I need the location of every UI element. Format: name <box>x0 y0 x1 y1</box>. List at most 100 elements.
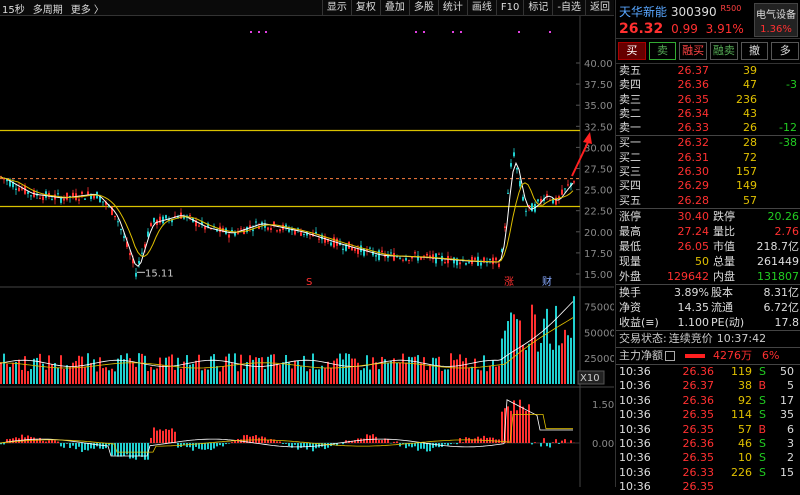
volume-bar <box>54 363 56 384</box>
bids-volume: 28 <box>743 136 757 150</box>
bid-book: 买一 26.32 28 -38 买二 26.31 72 买三 26.30 157 买四 26.29 14… <box>616 136 800 209</box>
volume-bar <box>315 369 317 384</box>
price-axis-label: 32.50 <box>584 122 613 133</box>
tick-row[interactable]: 10:36 26.35 10 S 2 <box>616 451 800 465</box>
candle-body <box>561 189 563 195</box>
trade-button-3[interactable]: 融卖 <box>710 42 738 60</box>
toolbar-button-8[interactable]: -自选 <box>552 0 585 15</box>
trade-button-4[interactable]: 撤 <box>740 42 769 60</box>
bids-row[interactable]: 买五 26.28 57 <box>616 194 800 208</box>
tick-volume: 119 <box>731 364 752 378</box>
tick-row[interactable]: 10:36 26.36 46 S 3 <box>616 437 800 451</box>
candle-body <box>249 225 251 228</box>
bids-row[interactable]: 买三 26.30 157 <box>616 165 800 179</box>
volume-bar <box>72 362 74 384</box>
asks-row[interactable]: 卖一 26.33 26 -12 <box>616 121 800 135</box>
candle-body <box>321 234 323 240</box>
sector-badge[interactable]: 电气设备 1.36% <box>754 3 798 37</box>
candle-body <box>171 219 173 223</box>
bids-row[interactable]: 买四 26.29 149 <box>616 179 800 193</box>
tick-direction: S <box>759 465 766 479</box>
candle-body <box>510 163 512 167</box>
netflow-value: 4276万 <box>713 348 752 362</box>
volume-bar <box>126 353 128 384</box>
volume-bar <box>429 365 431 384</box>
toolbar-button-7[interactable]: 标记 <box>523 0 552 15</box>
candle-body <box>66 192 68 200</box>
candle-body <box>198 225 200 227</box>
candle-body <box>396 256 398 258</box>
period-item-1[interactable]: 多周期 <box>32 5 63 16</box>
volume-bar <box>390 360 392 384</box>
candle-body <box>270 227 272 230</box>
toolbar-button-3[interactable]: 多股 <box>408 0 438 15</box>
candle-body <box>135 272 137 277</box>
toolbar-button-5[interactable]: 画线 <box>466 0 496 15</box>
trade-button-5[interactable]: 多 <box>771 42 800 60</box>
asks-row[interactable]: 卖二 26.34 43 <box>616 107 800 121</box>
candle-body <box>258 225 260 229</box>
volume-bar <box>45 369 47 384</box>
tick-count: 3 <box>787 436 794 450</box>
toolbar-button-1[interactable]: 复权 <box>350 0 380 15</box>
tick-row[interactable]: 10:36 26.35 57 B 6 <box>616 423 800 437</box>
asks-row[interactable]: 卖三 26.35 236 <box>616 93 800 107</box>
volume-bar <box>414 356 416 384</box>
volume-bar <box>546 308 548 384</box>
candle-body <box>285 224 287 227</box>
trade-button-2[interactable]: 融买 <box>679 42 708 60</box>
tick-row[interactable]: 10:36 26.35 <box>616 480 800 494</box>
trade-button-0[interactable]: 买 <box>618 42 646 60</box>
status-time: 10:37:42 <box>716 331 767 345</box>
candle-body <box>117 221 119 223</box>
bids-row[interactable]: 买一 26.32 28 -38 <box>616 136 800 150</box>
volume-bar <box>567 335 569 384</box>
volume-bar <box>30 369 32 384</box>
candle-body <box>501 249 503 253</box>
tick-row[interactable]: 10:36 26.37 38 B 5 <box>616 379 800 393</box>
candle-body <box>132 258 134 264</box>
tick-list[interactable]: 10:36 26.36 119 S 50 10:36 26.37 38 B 5 10:36 26.36… <box>616 365 800 495</box>
volume-bar <box>465 357 467 384</box>
volume-bar <box>378 369 380 384</box>
signal-dot <box>460 31 462 33</box>
tick-direction: B <box>758 379 766 393</box>
candle-body <box>246 226 248 233</box>
candle-body <box>399 257 401 259</box>
tick-row[interactable]: 10:36 26.33 226 S 15 <box>616 466 800 480</box>
asks-row[interactable]: 卖四 26.36 47 -3 <box>616 78 800 92</box>
candle-body <box>333 237 335 248</box>
toolbar-button-0[interactable]: 显示 <box>321 0 351 15</box>
bids-price: 26.30 <box>677 165 710 179</box>
volume-bar <box>420 363 422 384</box>
trade-button-1[interactable]: 卖 <box>648 42 677 60</box>
candle-body <box>3 178 5 180</box>
tick-volume: 114 <box>731 408 752 422</box>
tick-row[interactable]: 10:36 26.36 92 S 17 <box>616 394 800 408</box>
list-icon[interactable] <box>665 350 675 361</box>
stat-value: 129642 <box>667 269 709 283</box>
bids-row[interactable]: 买二 26.31 72 <box>616 151 800 165</box>
tick-row[interactable]: 10:36 26.35 114 S 35 <box>616 408 800 422</box>
tick-count: 15 <box>780 465 794 479</box>
period-item-0[interactable]: 15秒 <box>2 5 25 16</box>
toolbar-button-9[interactable]: 返回 <box>585 0 614 15</box>
tick-count: 5 <box>787 379 794 393</box>
volume-bar <box>165 357 167 384</box>
bids-change <box>757 165 797 179</box>
volume-bar <box>33 358 35 384</box>
annotation-arrow <box>571 137 591 177</box>
kline-chart[interactable]: 40.00 37.50 35.00 32.50 30.00 27.50 25.00 22.50… <box>0 16 614 487</box>
candle-body <box>105 201 107 205</box>
tick-row[interactable]: 10:36 26.36 119 S 50 <box>616 365 800 379</box>
period-item-2[interactable]: 更多 〉 <box>70 5 104 16</box>
volume-bar <box>171 354 173 384</box>
volume-bar <box>339 353 341 384</box>
toolbar-button-6[interactable]: F10 <box>495 0 523 15</box>
candle-body <box>168 218 170 221</box>
toolbar-button-4[interactable]: 统计 <box>437 0 467 15</box>
asks-row[interactable]: 卖五 26.37 39 <box>616 64 800 78</box>
candle-body <box>432 254 434 260</box>
toolbar-button-2[interactable]: 叠加 <box>379 0 409 15</box>
signal-dot <box>415 31 417 33</box>
